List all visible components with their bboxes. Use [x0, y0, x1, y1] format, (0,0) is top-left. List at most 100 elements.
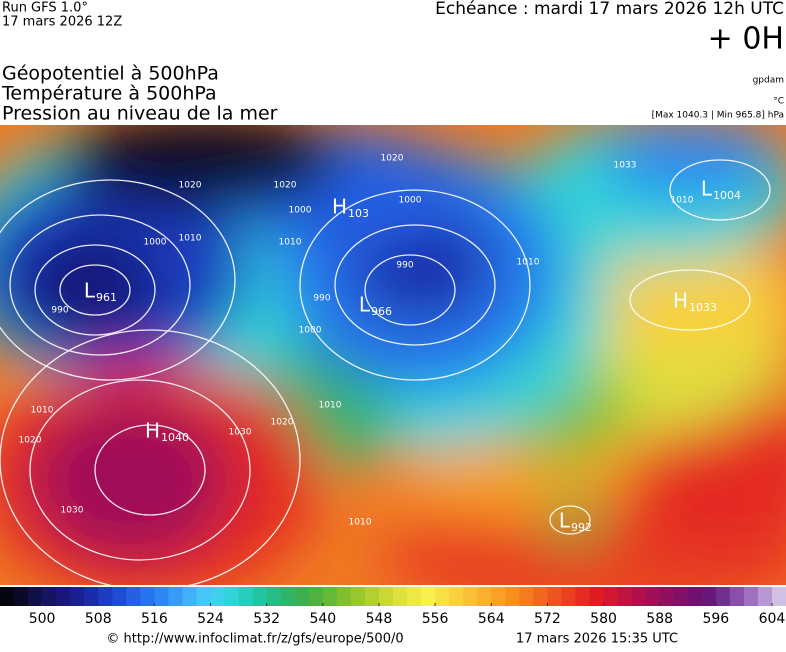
center-pressure: 103: [348, 207, 369, 220]
color-cell: [617, 587, 633, 606]
tick-label: 572: [534, 611, 561, 627]
color-cell: [224, 587, 240, 606]
color-cell: [757, 587, 773, 606]
color-cell: [196, 587, 212, 606]
color-cell: [336, 587, 352, 606]
isobar-label: 990: [313, 294, 330, 304]
color-cell: [70, 587, 85, 606]
isobar-label: 1020: [381, 154, 404, 164]
color-cell: [435, 587, 450, 606]
isobar-label: 1010: [179, 234, 202, 244]
color-cell: [140, 587, 155, 606]
tick-label: 596: [702, 611, 729, 627]
isobar-label: 990: [51, 306, 68, 316]
color-cell: [210, 587, 226, 606]
map: [0, 125, 786, 585]
run-date: 17 mars 2026 12Z: [2, 15, 122, 30]
center-pressure: 966: [371, 305, 392, 318]
color-cell: [266, 587, 282, 606]
color-cell: [238, 587, 254, 606]
center-kind: H: [673, 289, 688, 313]
color-cell: [168, 587, 183, 606]
field-label: Température à 500hPa: [1, 83, 217, 105]
color-cell: [308, 587, 324, 606]
center-kind: L: [84, 279, 96, 303]
color-cell: [350, 587, 366, 606]
color-cell: [477, 587, 492, 606]
color-cell: [673, 587, 689, 606]
unit-label: gpdam: [753, 76, 784, 86]
color-cell: [463, 587, 478, 606]
color-cell: [393, 587, 408, 606]
tick-label: 516: [141, 611, 168, 627]
isobar-label: 1010: [671, 196, 694, 206]
color-cell: [126, 587, 141, 606]
isobar-label: 1030: [61, 506, 84, 516]
color-cell: [42, 587, 57, 606]
color-cell: [631, 587, 647, 606]
color-cell: [407, 587, 422, 606]
color-cell: [98, 587, 113, 606]
isobar-label: 1010: [349, 518, 372, 528]
color-cell: [364, 587, 380, 606]
color-cell: [449, 587, 464, 606]
color-cell: [701, 587, 717, 606]
tick-label: 540: [309, 611, 336, 627]
color-cell: [729, 587, 745, 606]
color-scale: 500 508 516 524 532 540 548 556 564 572 580 588 596 6…: [0, 587, 786, 627]
color-cell: [28, 587, 43, 606]
tick-label: 588: [646, 611, 673, 627]
color-cell: [56, 587, 71, 606]
center-pressure: 1004: [713, 189, 741, 202]
color-cell: [252, 587, 268, 606]
color-cell: [112, 587, 127, 606]
field-label: Géopotentiel à 500hPa: [2, 63, 219, 85]
color-cell: [547, 587, 562, 606]
isobar-label: 1020: [271, 418, 294, 428]
tick-label: 532: [253, 611, 280, 627]
color-cell: [687, 587, 703, 606]
color-cell: [14, 587, 29, 606]
center-kind: L: [359, 293, 371, 317]
color-cell: [715, 587, 731, 606]
color-cell: [645, 587, 661, 606]
center-pressure: 961: [96, 291, 117, 304]
color-cell: [182, 587, 197, 606]
color-cell: [505, 587, 520, 606]
isobar-label: 1010: [319, 401, 342, 411]
color-cell: [603, 587, 619, 606]
color-cell: [280, 587, 296, 606]
tick-label: 564: [478, 611, 505, 627]
source-link[interactable]: © http://www.infoclimat.fr/z/gfs/europe/…: [106, 632, 403, 647]
color-cell: [84, 587, 99, 606]
generated-time: 17 mars 2026 15:35 UTC: [516, 632, 678, 647]
color-cell: [421, 587, 436, 606]
field-label: Pression au niveau de la mer: [2, 103, 278, 125]
color-cell: [519, 587, 534, 606]
center-kind: L: [701, 177, 713, 201]
color-cell: [771, 587, 786, 606]
color-cell: [322, 587, 338, 606]
isobar-label: 1033: [614, 161, 637, 171]
isobar-label: 1000: [399, 196, 422, 206]
isobar-label: 1020: [274, 181, 297, 191]
tick-label: 604: [759, 611, 786, 627]
center-kind: H: [145, 419, 160, 443]
center-pressure: 992: [571, 521, 592, 534]
tick-label: 580: [590, 611, 617, 627]
color-cell: [743, 587, 759, 606]
tick-label: 500: [29, 611, 56, 627]
valid-time: Echéance : mardi 17 mars 2026 12h UTC: [435, 0, 784, 19]
isobar-label: 990: [396, 261, 413, 271]
isobar-label: 1000: [299, 326, 322, 336]
tick-label: 508: [85, 611, 112, 627]
center-pressure: 1040: [161, 431, 189, 444]
color-cell: [533, 587, 548, 606]
isobar-label: 1020: [179, 181, 202, 191]
isobar-label: 1020: [19, 436, 42, 446]
isobar-label: 1000: [144, 238, 167, 248]
color-cell: [378, 587, 394, 606]
color-cell: [575, 587, 590, 606]
